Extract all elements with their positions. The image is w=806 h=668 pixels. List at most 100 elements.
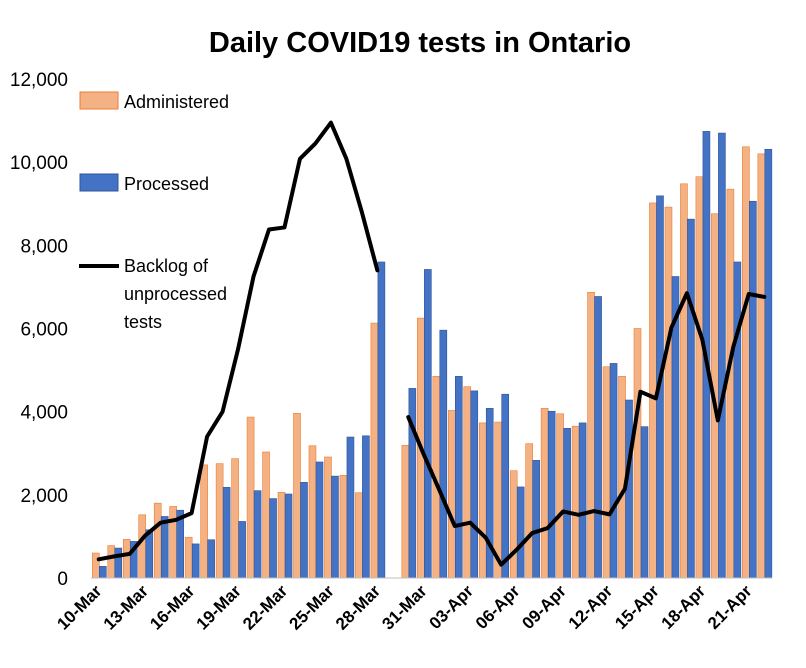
x-tick-label-19-Mar: 19-Mar (193, 581, 245, 633)
bar-processed-21-Mar (269, 498, 277, 579)
bar-processed-20-Apr (733, 261, 742, 579)
bar-processed-10-Apr (578, 422, 587, 579)
bar-administered-16-Mar (184, 536, 193, 579)
bar-processed-27-Mar (362, 435, 370, 579)
bar-processed-19-Apr (718, 132, 726, 579)
bar-processed-03-Apr (470, 390, 479, 579)
bar-processed-17-Mar (207, 539, 215, 579)
bar-administered-10-Mar (92, 552, 100, 579)
x-tick-label-12-Apr: 12-Apr (565, 581, 617, 633)
bar-administered-21-Apr (742, 146, 750, 579)
bars (92, 131, 773, 579)
bar-administered-20-Mar (246, 416, 255, 579)
bar-processed-10-Mar (99, 566, 107, 579)
bar-administered-11-Mar (107, 545, 116, 579)
bar-administered-04-Apr (478, 422, 487, 579)
bar-processed-16-Mar (191, 543, 200, 579)
bar-processed-14-Apr (640, 426, 649, 579)
legend-label-line-3: tests (124, 312, 162, 332)
bar-administered-30-Mar (401, 445, 410, 579)
bar-administered-23-Mar (293, 413, 301, 579)
x-tick-label-25-Mar: 25-Mar (286, 581, 338, 633)
bar-processed-24-Mar (315, 461, 324, 579)
bar-administered-09-Apr (556, 413, 564, 579)
y-tick-label-4000: 4,000 (20, 403, 68, 424)
bar-processed-07-Apr (532, 460, 540, 579)
y-tick-label-6000: 6,000 (20, 320, 68, 341)
y-tick-label-2000: 2,000 (20, 486, 68, 507)
bar-processed-22-Mar (284, 493, 293, 579)
x-tick-label-28-Mar: 28-Mar (332, 581, 384, 633)
bar-processed-09-Apr (563, 427, 571, 579)
bar-processed-19-Mar (238, 521, 246, 579)
bar-processed-25-Mar (331, 475, 339, 579)
bar-administered-14-Apr (633, 328, 642, 579)
bar-administered-13-Apr (618, 376, 626, 579)
x-axis-ticks: 10-Mar13-Mar16-Mar19-Mar22-Mar25-Mar28-M… (53, 581, 755, 633)
x-tick-label-06-Apr: 06-Apr (472, 581, 524, 633)
bar-administered-15-Mar (169, 506, 177, 579)
y-tick-label-0: 0 (57, 569, 68, 590)
bar-administered-27-Mar (355, 492, 363, 579)
legend-label-backlog-of-unprocessed-tests: Backlog of unprocessed tests (124, 256, 227, 332)
bar-administered-21-Mar (262, 451, 270, 579)
bar-administered-19-Mar (231, 458, 239, 579)
bar-processed-13-Mar (145, 529, 154, 579)
bar-processed-05-Apr (501, 393, 510, 579)
bar-processed-02-Apr (454, 376, 463, 579)
bar-processed-12-Apr (609, 363, 618, 579)
bar-administered-08-Apr (540, 408, 549, 579)
bar-administered-17-Mar (200, 464, 208, 579)
y-tick-label-8000: 8,000 (20, 236, 68, 257)
legend: Administered Processed Backlog of unprocess… (79, 91, 229, 332)
bar-administered-24-Mar (308, 445, 317, 579)
bar-processed-28-Mar (377, 261, 386, 579)
bar-processed-17-Apr (687, 218, 695, 579)
bar-administered-06-Apr (509, 470, 518, 579)
bar-processed-26-Mar (346, 436, 355, 579)
x-tick-label-21-Apr: 21-Apr (704, 581, 756, 633)
bar-processed-11-Apr (594, 296, 602, 579)
bar-administered-15-Apr (649, 202, 657, 579)
bar-administered-25-Mar (324, 456, 332, 579)
bar-administered-17-Apr (680, 183, 688, 579)
chart-title: Daily COVID19 tests in Ontario (209, 27, 631, 59)
legend-label-line-2: unprocessed (124, 284, 227, 304)
bar-processed-23-Mar (300, 482, 308, 579)
bar-processed-14-Mar (160, 516, 169, 579)
bar-processed-06-Apr (516, 486, 525, 579)
bar-administered-22-Mar (277, 492, 286, 579)
legend-label-line-1: Backlog of (124, 256, 209, 276)
bar-administered-13-Mar (138, 514, 147, 579)
x-tick-label-18-Apr: 18-Apr (658, 581, 710, 633)
bar-processed-01-Apr (439, 329, 448, 579)
legend-label-administered: Administered (124, 92, 229, 112)
x-tick-label-03-Apr: 03-Apr (425, 581, 477, 633)
bar-processed-11-Mar (114, 547, 123, 579)
x-tick-label-13-Mar: 13-Mar (100, 581, 152, 633)
x-tick-label-15-Apr: 15-Apr (611, 581, 663, 633)
bar-processed-21-Apr (749, 200, 757, 579)
y-tick-label-12000: 12,000 (10, 70, 68, 91)
bar-administered-03-Apr (463, 386, 472, 579)
legend-swatch-processed (79, 173, 119, 192)
bar-processed-22-Apr (764, 148, 773, 579)
bar-administered-18-Apr (695, 176, 704, 579)
legend-label-processed: Processed (124, 174, 209, 194)
bar-administered-22-Apr (757, 153, 766, 579)
y-tick-label-10000: 10,000 (10, 153, 68, 174)
x-tick-label-31-Mar: 31-Mar (378, 581, 430, 633)
y-axis-ticks: 0 2,000 4,000 6,000 8,000 10,000 12,000 (10, 70, 68, 590)
bar-administered-20-Apr (726, 188, 735, 579)
backlog-line-layer (96, 120, 767, 567)
bar-administered-12-Mar (122, 539, 131, 579)
bar-processed-20-Mar (253, 490, 262, 579)
bar-administered-07-Apr (525, 443, 533, 579)
bar-administered-02-Apr (447, 410, 456, 579)
legend-swatch-administered (79, 91, 119, 110)
bar-administered-12-Apr (602, 366, 611, 579)
bar-administered-26-Mar (339, 474, 348, 579)
bar-processed-31-Mar (424, 269, 432, 579)
bar-administered-28-Mar (370, 322, 379, 579)
